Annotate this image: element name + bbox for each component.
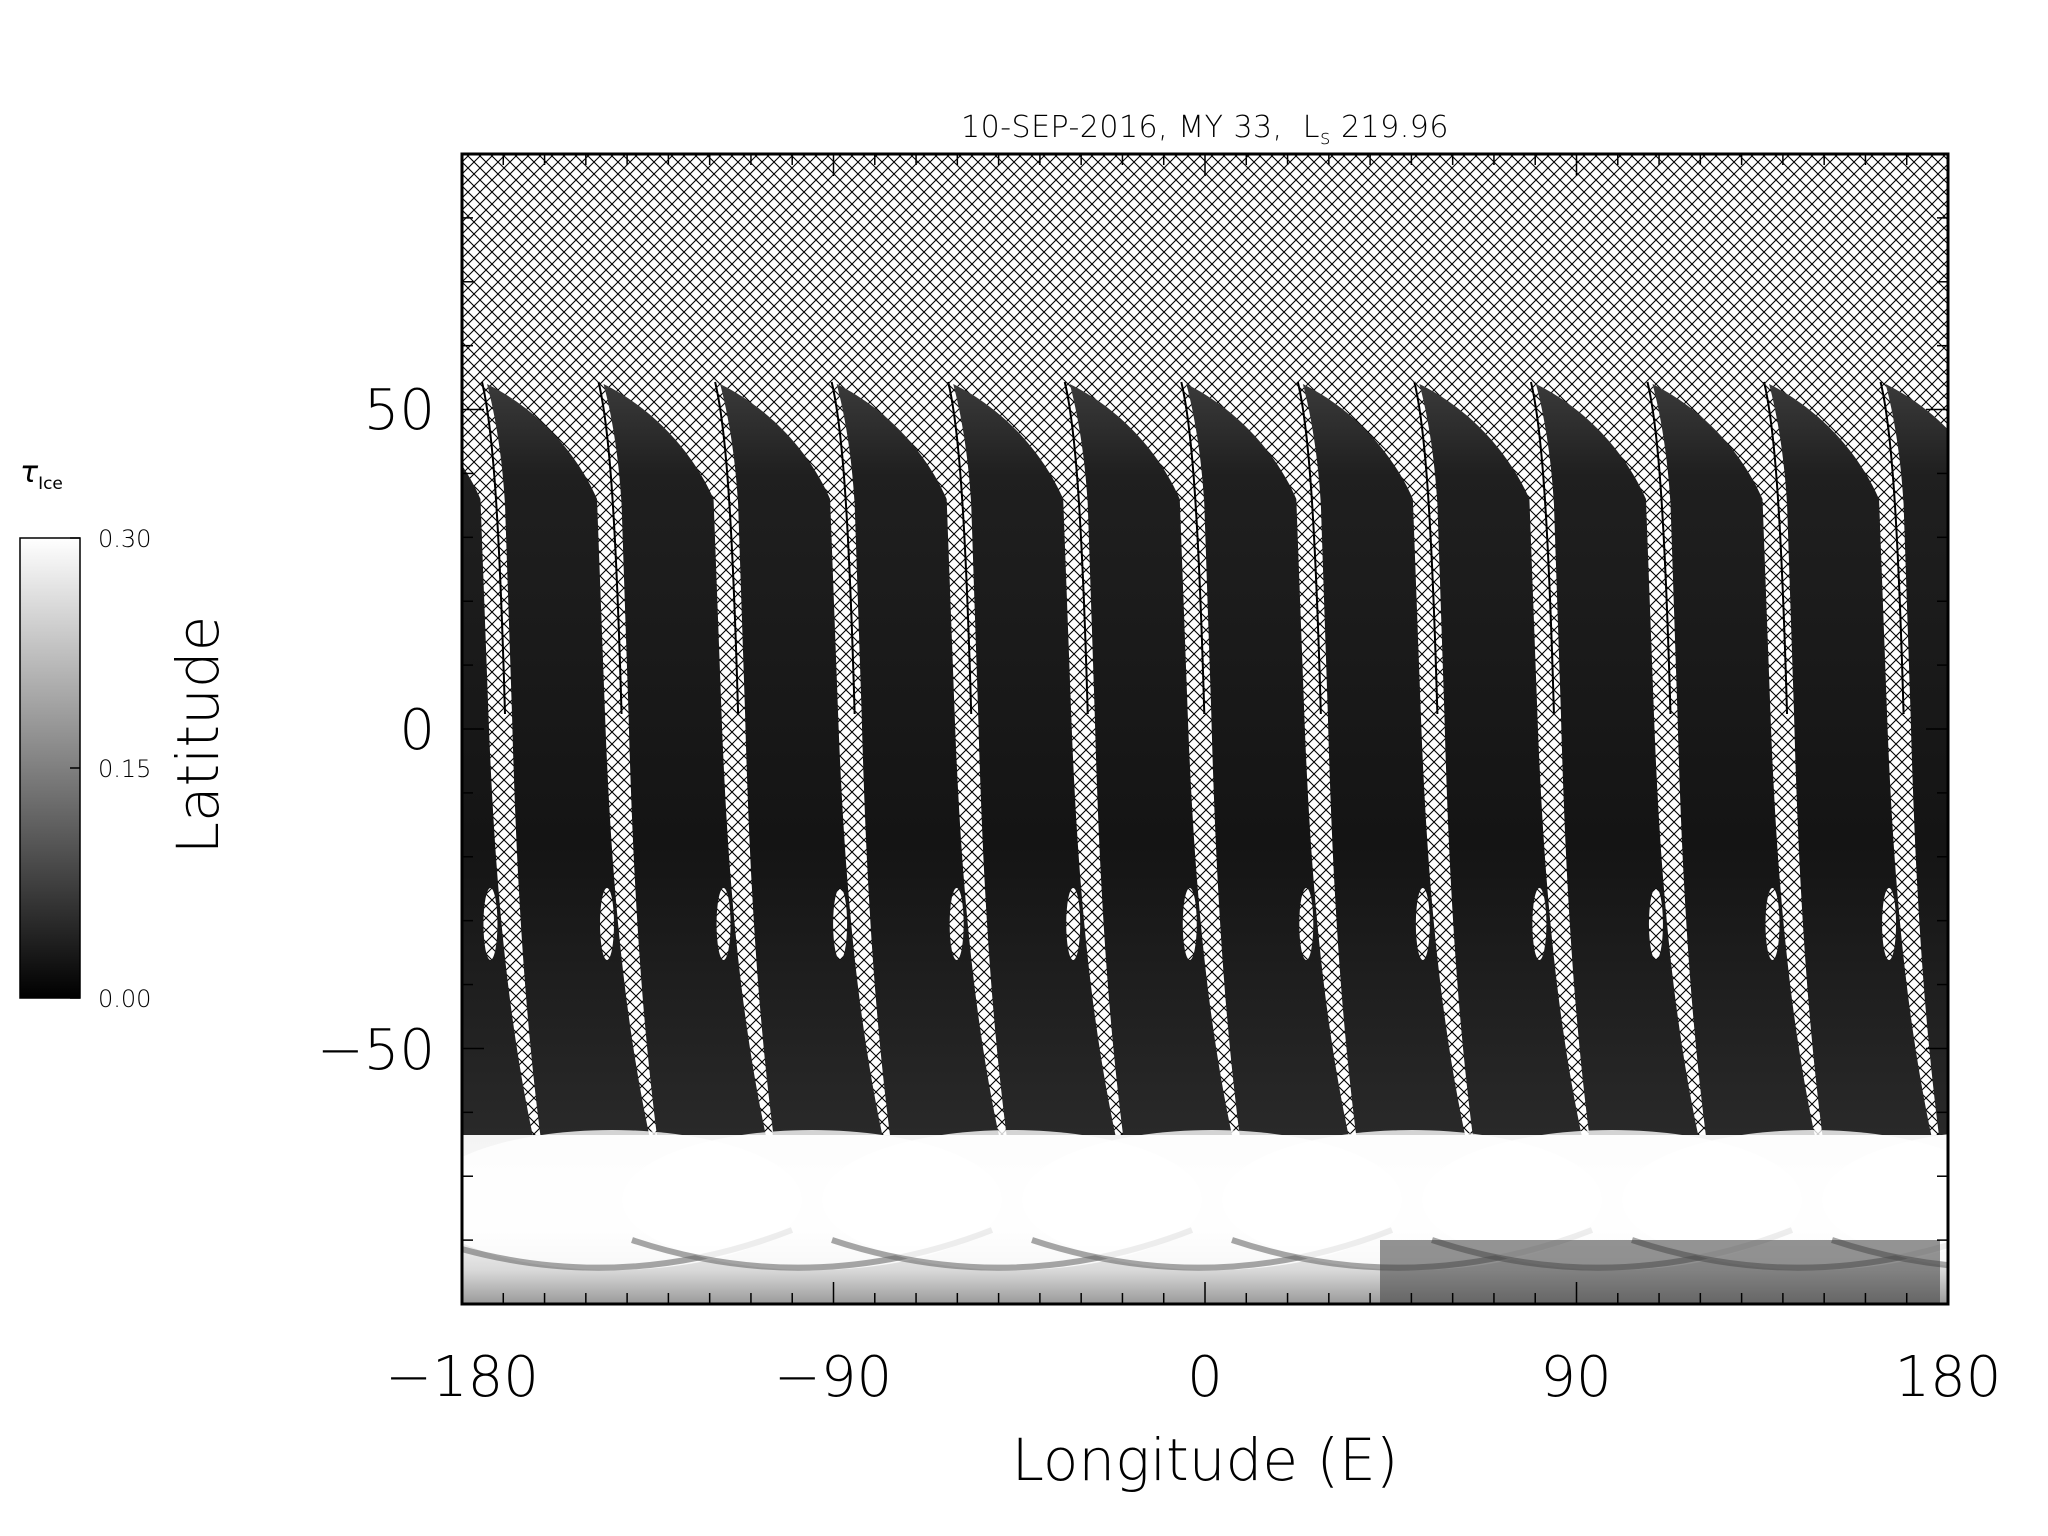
x-tick-label: 90 [1540,1345,1612,1410]
nodata-gap [1532,888,1547,960]
swath-edge [1180,381,1206,715]
orbit-swath [836,384,1002,1148]
orbit-swath [487,384,652,1148]
colorbar-ticks [70,537,80,999]
nodata-gap [483,888,498,960]
orbit-swath [603,384,769,1148]
axis-ticks [461,153,1949,1305]
nodata-gap [833,888,848,960]
orbit-swath [953,384,1119,1148]
orbit-swath [2002,384,2048,1148]
x-tick-label: 180 [1894,1345,2002,1410]
hood-cloud [1822,1134,1948,1266]
swath-edge [1296,381,1322,715]
nodata-gap [949,888,964,960]
x-axis-label: Longitude (E) [1011,1426,1399,1494]
title-ls-value: 219.96 [1340,110,1449,145]
colorbar-tick-label: 0.30 [98,525,152,553]
nodata-gap [1765,888,1780,960]
y-tick-label: −50 [316,1018,435,1083]
swath-edge [1413,381,1439,715]
y-tick-label: 0 [399,698,435,763]
nodata-gap [1999,888,2013,960]
orbit-swath [1419,384,1585,1148]
hood-dark-patch [1380,1240,1940,1304]
swath-edge [597,381,623,715]
colorbar-label-sub: Ice [38,474,63,494]
orbit-swath [1535,384,1701,1148]
swath-edge [1646,381,1672,715]
swath-edge [1529,381,1555,715]
y-tick-label: 50 [363,378,435,443]
swath-edge [1763,381,1789,715]
swath-edge [1063,381,1089,715]
swath-edge [947,381,973,715]
x-tick-label: −90 [773,1345,893,1410]
orbit-swath [1885,384,1948,1148]
title-ls-symbol: L [1302,110,1320,145]
nodata-gap [1882,888,1897,960]
swath-edge [481,381,506,715]
title-main: 10-SEP-2016, MY 33, [961,110,1283,145]
nodata-gap [1066,888,1081,960]
colorbar-label-symbol: τ [20,455,39,490]
x-tick-label: −180 [385,1345,539,1410]
nodata-gap [1182,888,1197,960]
swath-edge [714,381,740,715]
swath-edge [1997,382,2020,714]
nodata-gap [1415,888,1430,960]
orbit-swath [1652,384,1818,1148]
nodata-gap [1299,888,1314,960]
orbit-swath [1069,384,1235,1148]
swath-edge [1879,381,1905,715]
nodata-gap [716,888,731,960]
orbit-swath [1769,384,1935,1148]
nodata-gap [1648,888,1663,960]
orbit-swath [462,465,536,1148]
nodata-gap [600,888,614,960]
orbit-swaths [462,381,2048,1148]
polar-hood-texture [462,1130,1948,1304]
chart-title: 10-SEP-2016, MY 33, Ls 219.96 [462,110,1948,149]
x-tick-label: 0 [1187,1345,1223,1410]
orbit-swath [720,384,886,1148]
orbit-swath [1302,384,1468,1148]
colorbar-tick-label: 0.00 [98,985,152,1013]
swath-edge [830,381,856,715]
colorbar-label: τIce [20,455,63,494]
orbit-swath [1186,384,1352,1148]
y-axis-label: Latitude [164,615,232,855]
colorbar-tick-label: 0.15 [98,755,152,783]
title-ls-sub: s [1319,125,1331,149]
